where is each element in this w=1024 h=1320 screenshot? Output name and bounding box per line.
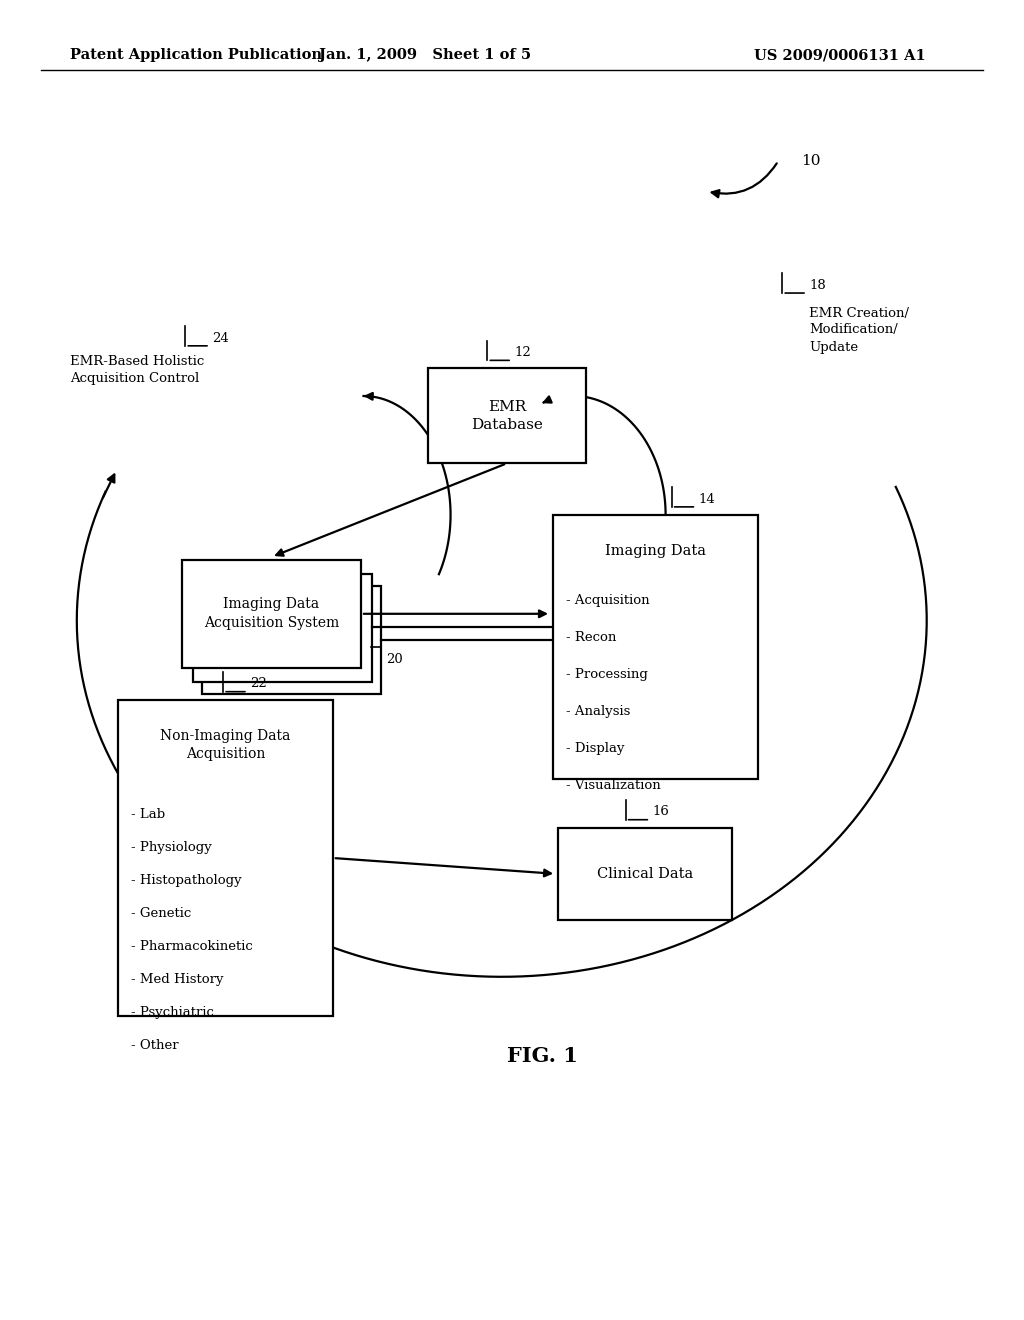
Text: - Physiology: - Physiology (131, 841, 212, 854)
FancyBboxPatch shape (558, 828, 732, 920)
Text: Jan. 1, 2009   Sheet 1 of 5: Jan. 1, 2009 Sheet 1 of 5 (318, 49, 531, 62)
Text: - Genetic: - Genetic (131, 907, 191, 920)
Text: 16: 16 (652, 805, 669, 818)
FancyBboxPatch shape (428, 368, 586, 463)
Text: 20: 20 (387, 653, 403, 667)
FancyBboxPatch shape (203, 586, 381, 694)
Text: 22: 22 (250, 677, 266, 690)
Text: - Visualization: - Visualization (566, 779, 662, 792)
Text: - Pharmacokinetic: - Pharmacokinetic (131, 940, 253, 953)
FancyBboxPatch shape (118, 700, 333, 1016)
Text: 12: 12 (514, 346, 530, 359)
Text: 14: 14 (698, 492, 715, 506)
Text: 10: 10 (801, 154, 820, 168)
Text: - Other: - Other (131, 1039, 179, 1052)
Text: Clinical Data: Clinical Data (597, 867, 693, 880)
Text: Patent Application Publication: Patent Application Publication (70, 49, 322, 62)
Text: - Display: - Display (566, 742, 625, 755)
Text: - Analysis: - Analysis (566, 705, 631, 718)
Text: EMR Creation/
Modification/
Update: EMR Creation/ Modification/ Update (809, 306, 909, 354)
Text: 24: 24 (212, 331, 228, 345)
Text: EMR
Database: EMR Database (471, 400, 543, 432)
Text: - Recon: - Recon (566, 631, 616, 644)
Text: Imaging Data
Acquisition System: Imaging Data Acquisition System (204, 598, 339, 630)
Text: - Lab: - Lab (131, 808, 165, 821)
Text: Non-Imaging Data
Acquisition: Non-Imaging Data Acquisition (160, 729, 291, 762)
Text: 18: 18 (809, 279, 825, 292)
Text: US 2009/0006131 A1: US 2009/0006131 A1 (754, 49, 926, 62)
Text: FIG. 1: FIG. 1 (507, 1045, 579, 1067)
Text: - Acquisition: - Acquisition (566, 594, 650, 607)
Text: - Processing: - Processing (566, 668, 648, 681)
Text: Imaging Data: Imaging Data (605, 544, 706, 558)
Text: - Med History: - Med History (131, 973, 223, 986)
Text: EMR-Based Holistic
Acquisition Control: EMR-Based Holistic Acquisition Control (70, 355, 204, 384)
Text: - Histopathology: - Histopathology (131, 874, 242, 887)
FancyBboxPatch shape (182, 560, 361, 668)
Text: - Psychiatric: - Psychiatric (131, 1006, 214, 1019)
FancyBboxPatch shape (194, 574, 373, 682)
FancyBboxPatch shape (553, 515, 758, 779)
